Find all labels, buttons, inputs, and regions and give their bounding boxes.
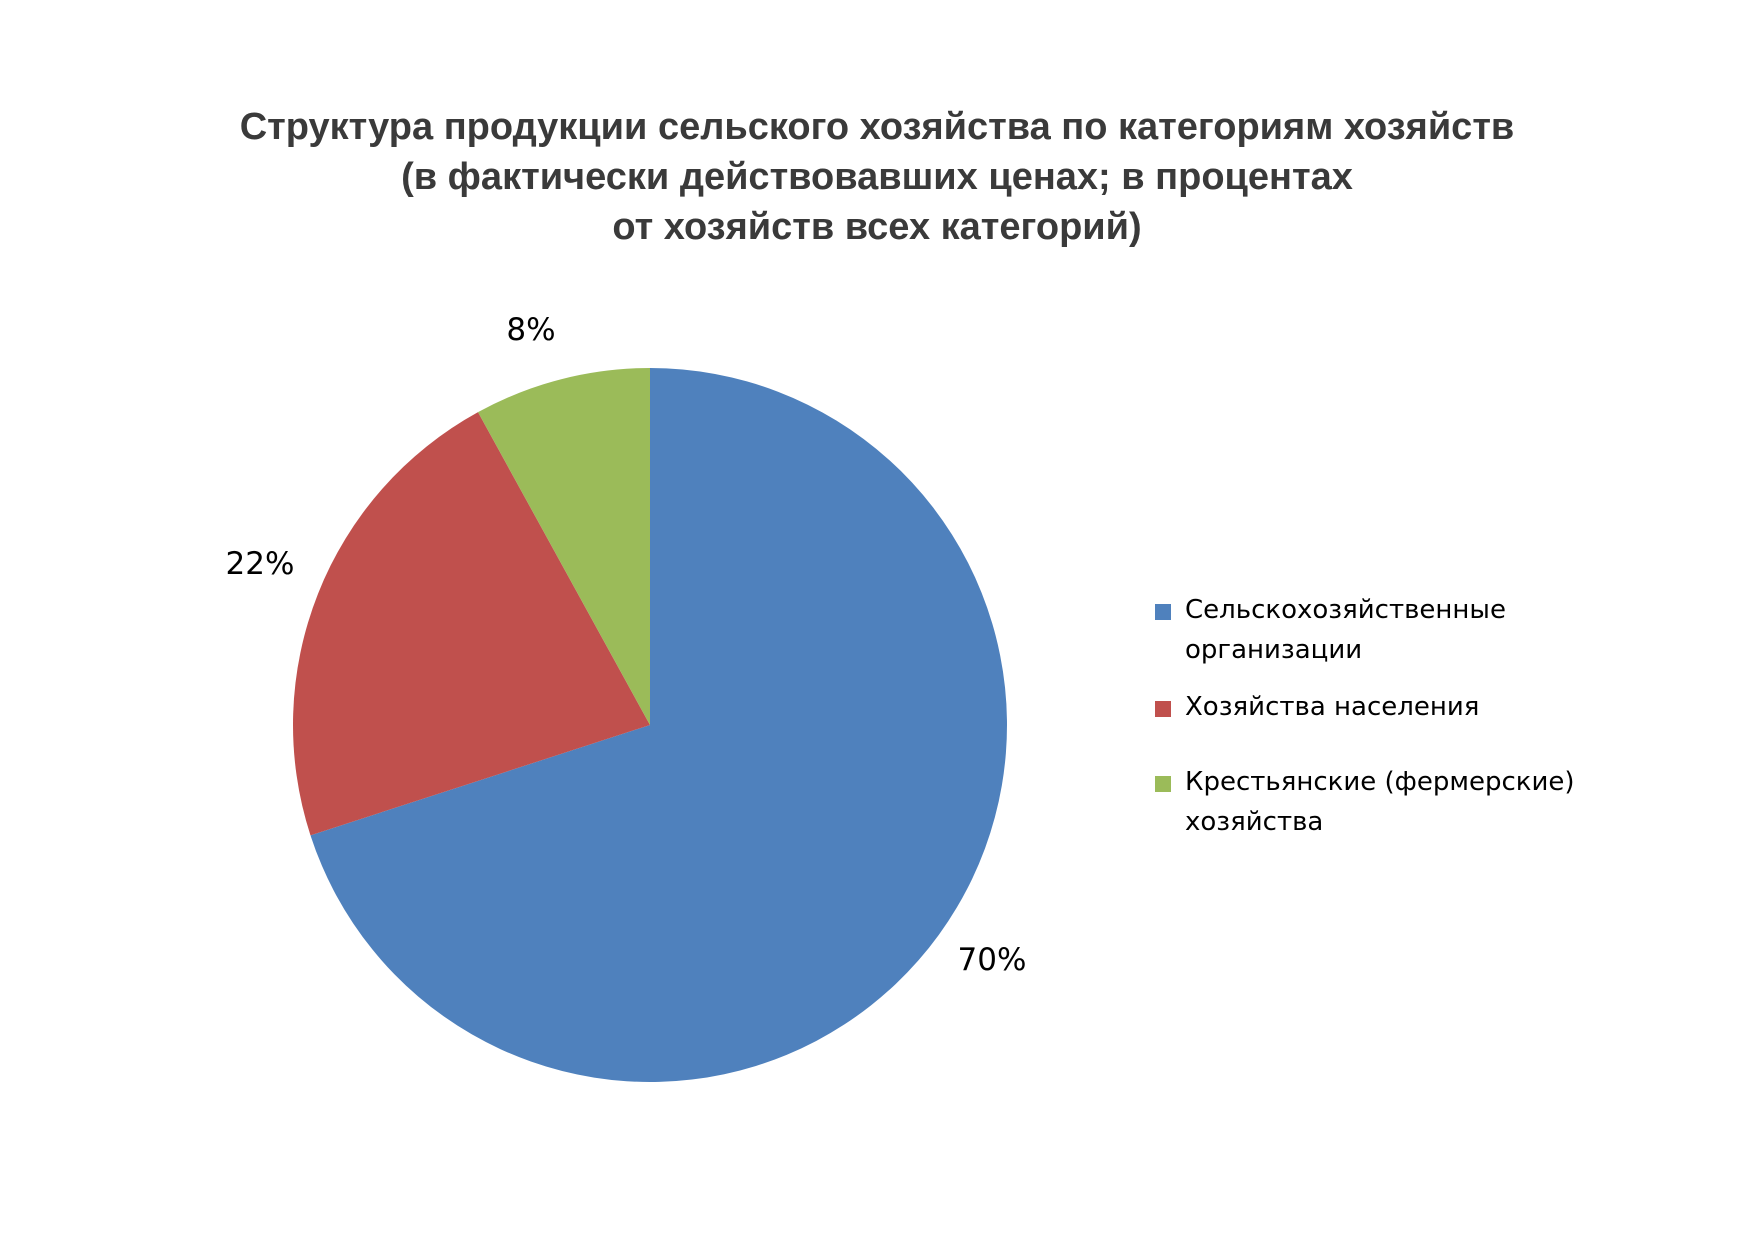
legend-item-peasant-farms: Крестьянские (фермерские) хозяйства: [1155, 762, 1605, 842]
chart-title: Структура продукции сельского хозяйства …: [0, 102, 1754, 252]
legend-item-households: Хозяйства населения: [1155, 687, 1605, 727]
pie-slice-peasant-farms: [478, 368, 650, 725]
legend-swatch-households: [1155, 701, 1171, 717]
data-label-agricultural-organizations: 70%: [958, 942, 1027, 978]
legend-label-peasant-farms-line-2: хозяйства: [1185, 807, 1324, 837]
legend-swatch-agricultural-organizations: [1155, 604, 1171, 620]
pie-slice-households: [292, 412, 650, 836]
legend-label-agricultural-organizations-line-2: организации: [1185, 635, 1363, 665]
legend-label-agricultural-organizations-line-1: Сельскохозяйственные: [1185, 595, 1506, 625]
legend: Сельскохозяйственные организации Хозяйст…: [1155, 590, 1605, 859]
chart-title-line-3: от хозяйств всех категорий): [612, 206, 1142, 248]
legend-label-peasant-farms-line-1: Крестьянские (фермерские): [1185, 767, 1575, 797]
legend-item-agricultural-organizations: Сельскохозяйственные организации: [1155, 590, 1605, 670]
pie-slice-agricultural-organizations: [310, 368, 1008, 1082]
data-label-households: 22%: [226, 546, 295, 582]
chart-title-line-1: Структура продукции сельского хозяйства …: [239, 106, 1515, 148]
chart-title-line-2: (в фактически действовавших ценах; в про…: [401, 156, 1353, 198]
legend-swatch-peasant-farms: [1155, 776, 1171, 792]
data-label-peasant-farms: 8%: [506, 312, 555, 348]
legend-label-households: Хозяйства населения: [1185, 692, 1480, 722]
